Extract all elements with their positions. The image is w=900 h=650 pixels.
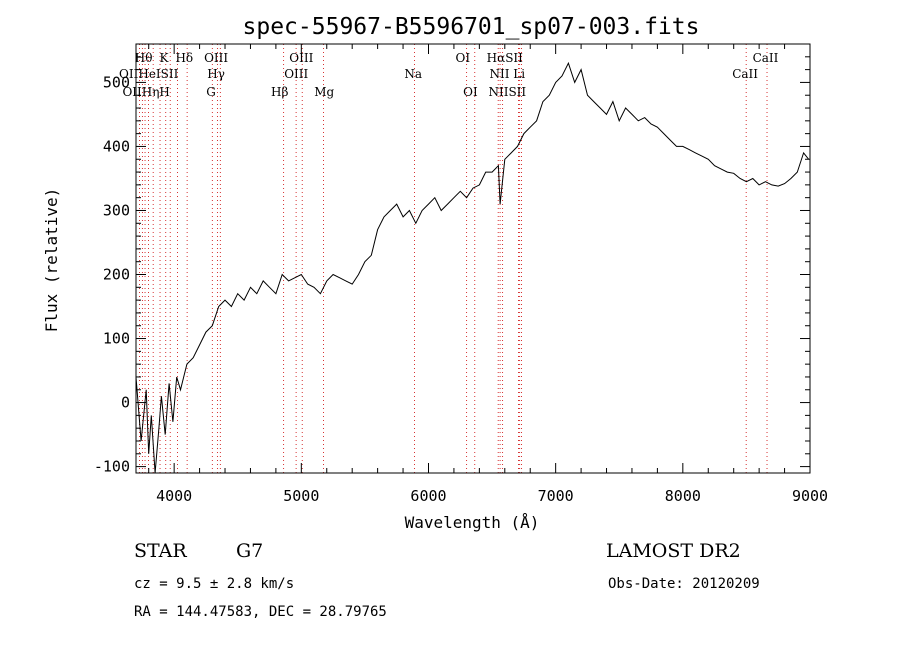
y-tick-label: 400	[103, 137, 130, 155]
y-tick-label: 200	[103, 266, 130, 284]
line-marker-label: Hβ	[271, 85, 288, 99]
object-subclass: G7	[236, 540, 264, 562]
y-tick-label: 100	[103, 330, 130, 348]
y-tick-label: -100	[94, 458, 130, 476]
chart-title: spec-55967-B5596701_sp07-003.fits	[243, 14, 700, 40]
y-tick-label: 0	[121, 394, 130, 412]
plot-frame	[135, 43, 811, 474]
line-marker-label: NII Li	[490, 67, 526, 81]
line-marker-label: OI	[456, 51, 471, 65]
line-marker-label: HαSII	[487, 51, 524, 65]
survey-name: LAMOST DR2	[606, 540, 741, 562]
x-tick-label: 6000	[410, 487, 446, 505]
spectrum-line	[135, 61, 810, 474]
velocity-readout: cz = 9.5 ± 2.8 km/s	[134, 576, 295, 592]
y-axis-label: Flux (relative)	[42, 188, 61, 333]
line-marker-label: CaII	[732, 67, 758, 81]
line-marker-label: Hγ	[207, 67, 225, 81]
line-marker-label: OIII	[204, 51, 228, 65]
observation-date: Obs-Date: 20120209	[608, 576, 760, 592]
line-marker-label: OIIHeISII	[119, 67, 179, 81]
x-axis-ticks: 4000 5000 6000 7000 8000 9000	[148, 44, 828, 505]
coordinates-readout: RA = 144.47583, DEC = 28.79765	[134, 604, 387, 620]
line-marker-label: OIII	[284, 67, 308, 81]
y-tick-label: 500	[103, 73, 130, 91]
y-tick-label: 300	[103, 201, 130, 219]
line-marker-label: OI	[463, 85, 478, 99]
emission-line-labels: Hθ K Hδ OIII OIII OI HαSII CaII OIIHeISII Hγ OIII N…	[119, 51, 779, 99]
x-tick-label: 4000	[156, 487, 192, 505]
x-tick-label: 5000	[283, 487, 319, 505]
line-marker-label: NIISII	[488, 85, 526, 99]
object-class: STAR	[134, 540, 187, 562]
x-axis-label: Wavelength (Å)	[405, 513, 540, 532]
line-marker-label: K	[159, 51, 169, 65]
x-tick-label: 8000	[665, 487, 701, 505]
line-marker-label: CaII	[753, 51, 779, 65]
y-axis-ticks: -100 0 100 200 300 400 500	[94, 56, 810, 476]
line-marker-label: Na	[404, 67, 422, 81]
line-marker-label: Hθ	[135, 51, 153, 65]
x-tick-label: 9000	[792, 487, 828, 505]
x-tick-label: 7000	[538, 487, 574, 505]
line-marker-label: OIIHηH	[122, 85, 169, 99]
line-marker-label: OIII	[289, 51, 313, 65]
line-marker-label: G	[206, 85, 216, 99]
emission-line-markers	[139, 44, 768, 473]
line-marker-label: Mg	[314, 85, 334, 99]
line-marker-label: Hδ	[175, 51, 193, 65]
